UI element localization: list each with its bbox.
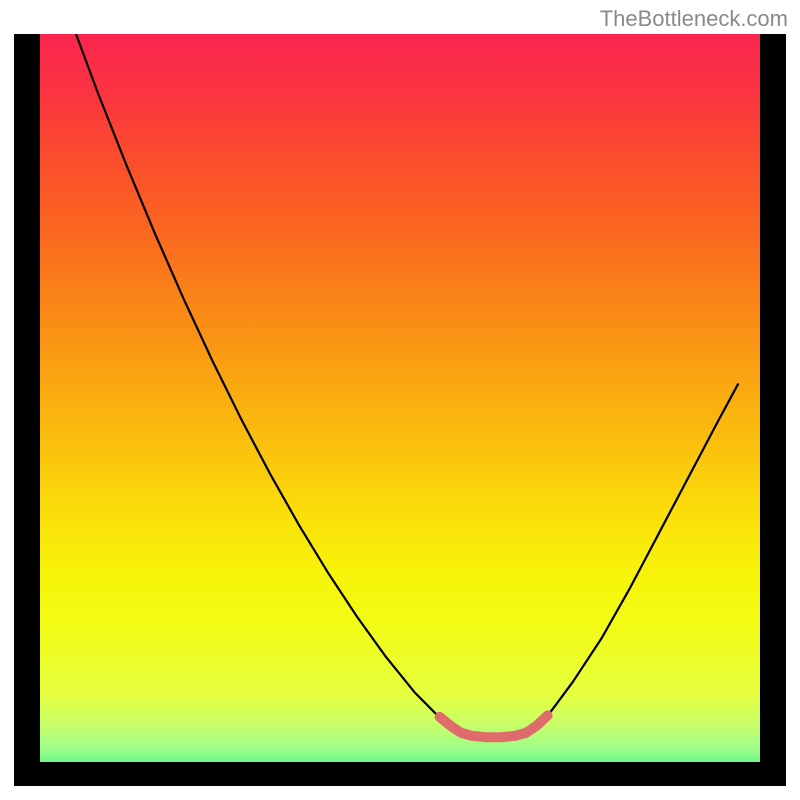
frame-right <box>760 34 786 786</box>
chart-plot-area <box>14 34 786 786</box>
chart-container: TheBottleneck.com <box>0 0 800 800</box>
frame-left <box>14 34 40 786</box>
watermark-text: TheBottleneck.com <box>600 6 788 32</box>
frame-bottom <box>14 762 786 786</box>
chart-svg <box>14 34 786 786</box>
